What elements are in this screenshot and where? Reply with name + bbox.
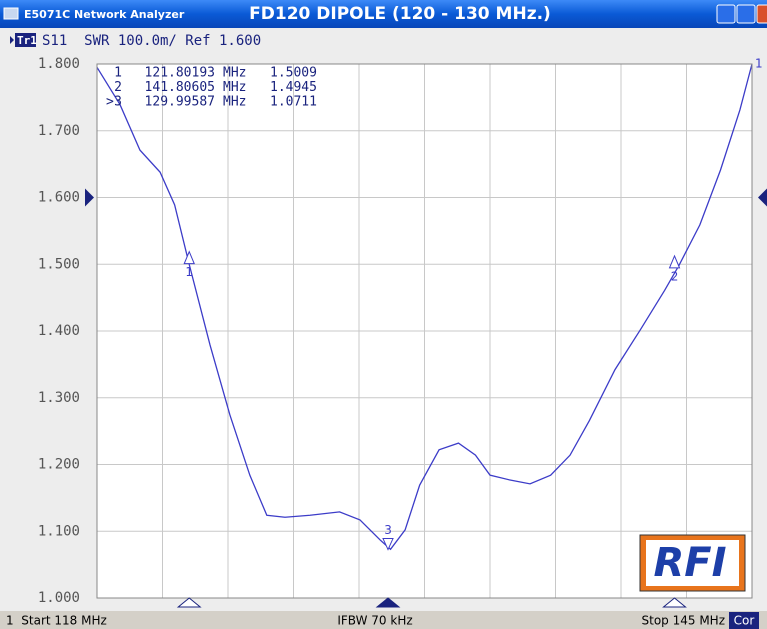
- y-tick-label: 1.200: [38, 457, 80, 473]
- y-tick-label: 1.400: [38, 323, 80, 339]
- axis-marker: [375, 597, 401, 608]
- title-bar: [0, 0, 767, 28]
- reference-marker: [85, 188, 94, 207]
- marker-unit: MHz: [223, 80, 246, 95]
- marker-name: 3: [114, 95, 122, 110]
- y-tick-label: 1.100: [38, 523, 80, 539]
- logo-inner: [646, 540, 739, 586]
- marker: [382, 538, 394, 551]
- ifbw-label: IFBW 70 kHz: [337, 614, 412, 628]
- marker-label: 1: [185, 265, 193, 279]
- close-button[interactable]: [756, 4, 767, 24]
- marker-frequency: 121.80193: [145, 66, 215, 81]
- y-tick-label: 1.000: [38, 590, 80, 606]
- y-tick-label: 1.500: [38, 256, 80, 272]
- marker-label: 2: [671, 269, 679, 283]
- marker-value: 1.0711: [270, 95, 317, 110]
- axis-marker: [176, 597, 202, 608]
- start-label: 1 Start 118 MHz: [6, 614, 107, 628]
- minimize-button[interactable]: [716, 4, 736, 24]
- trace-name: Tr1: [17, 34, 37, 47]
- maximize-button[interactable]: [736, 4, 756, 24]
- marker-value: 1.5009: [270, 66, 317, 81]
- trace-line: [96, 63, 753, 551]
- marker-unit: MHz: [223, 66, 246, 81]
- trace-end-label: 1: [755, 57, 763, 71]
- marker-name: 2: [114, 80, 122, 95]
- logo-text: RFI: [653, 540, 726, 586]
- marker-name: 1: [114, 66, 122, 81]
- stop-label: Stop 145 MHz: [642, 614, 726, 628]
- y-tick-label: 1.600: [38, 190, 80, 206]
- trace-settings: S11 SWR 100.0m/ Ref 1.600: [42, 33, 261, 49]
- marker: [183, 250, 195, 265]
- trace-pointer: [10, 36, 14, 44]
- app-title: E5071C Network Analyzer: [24, 8, 185, 21]
- cor-box: [729, 612, 759, 629]
- marker-frequency: 129.99587: [145, 95, 215, 110]
- axis-marker: [662, 597, 687, 608]
- y-tick-label: 1.300: [38, 390, 80, 406]
- status-bar: [0, 611, 767, 629]
- marker-label: 3: [384, 523, 392, 537]
- marker-value: 1.4945: [270, 80, 317, 95]
- marker-prefix: >: [106, 95, 114, 110]
- plot-frame: [96, 63, 753, 599]
- window-title: FD120 DIPOLE (120 - 130 MHz.): [249, 4, 551, 24]
- marker-unit: MHz: [223, 95, 246, 110]
- y-tick-label: 1.800: [38, 56, 80, 72]
- cor-label: Cor: [734, 614, 755, 628]
- rfi-logo: RFI: [639, 534, 746, 592]
- marker-frequency: 141.80605: [145, 80, 215, 95]
- y-tick-label: 1.700: [38, 123, 80, 139]
- marker: [668, 254, 681, 269]
- reference-marker: [758, 188, 767, 207]
- app-icon: [3, 7, 19, 20]
- trace-box: [15, 33, 36, 47]
